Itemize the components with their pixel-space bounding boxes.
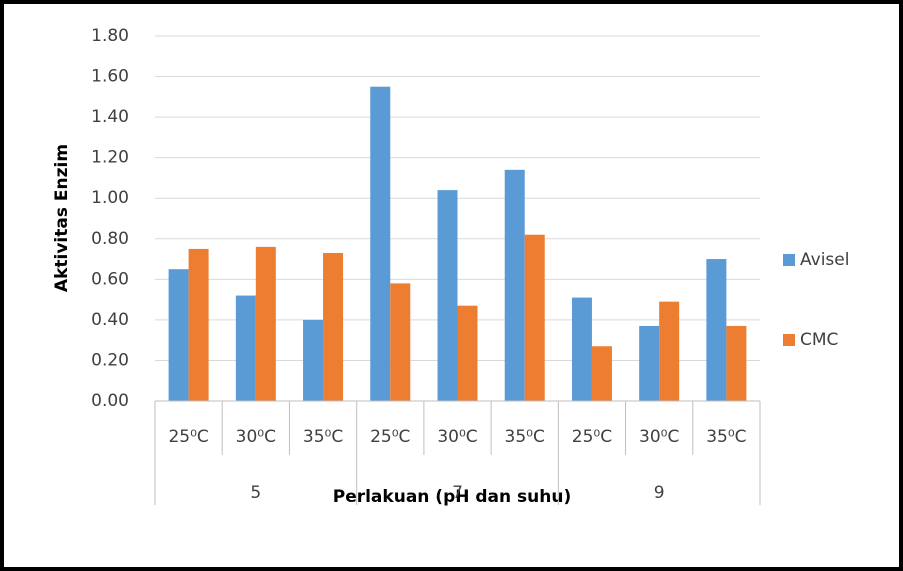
x-tick-label: 25⁰C	[370, 427, 410, 447]
bar	[706, 259, 727, 401]
x-tick-label: 25⁰C	[572, 427, 612, 447]
legend-label: CMC	[800, 330, 838, 350]
y-tick-label: 1.60	[91, 67, 129, 87]
x-tick-label: 30⁰C	[639, 427, 679, 447]
bar	[303, 319, 324, 401]
x-tick-label: 30⁰C	[437, 427, 477, 447]
bar	[726, 325, 747, 401]
bar	[323, 252, 344, 401]
group-label: 7	[452, 483, 463, 503]
bar	[457, 305, 478, 401]
y-tick-label: 0.60	[91, 269, 129, 289]
bar	[188, 248, 209, 401]
y-tick-label: 1.80	[91, 26, 129, 46]
bar	[437, 190, 458, 401]
bar	[639, 325, 660, 401]
legend-swatch	[783, 254, 795, 266]
x-tick-label: 35⁰C	[706, 427, 746, 447]
bar	[168, 269, 189, 401]
x-tick-label: 30⁰C	[236, 427, 276, 447]
x-tick-label: 35⁰C	[303, 427, 343, 447]
group-label: 5	[250, 483, 261, 503]
legend-label: Avisel	[800, 250, 849, 270]
bar	[659, 301, 680, 401]
group-label: 9	[654, 483, 665, 503]
y-axis-title: Aktivitas Enzim	[52, 144, 72, 292]
y-tick-label: 0.80	[91, 229, 129, 249]
y-tick-label: 0.00	[91, 391, 129, 411]
bar	[571, 297, 592, 401]
bar	[255, 246, 276, 401]
legend-swatch	[783, 334, 795, 346]
x-tick-label: 25⁰C	[168, 427, 208, 447]
y-tick-label: 1.20	[91, 148, 129, 168]
y-tick-label: 0.20	[91, 350, 129, 370]
x-tick-label: 35⁰C	[505, 427, 545, 447]
bar	[370, 86, 391, 401]
y-tick-label: 1.40	[91, 107, 129, 127]
bar	[591, 346, 612, 401]
x-axis-title: Perlakuan (pH dan suhu)	[333, 487, 572, 507]
bar	[235, 295, 256, 401]
bar	[390, 283, 411, 401]
y-tick-label: 0.40	[91, 310, 129, 330]
bar	[524, 234, 545, 401]
bar	[504, 169, 525, 401]
y-tick-label: 1.00	[91, 188, 129, 208]
